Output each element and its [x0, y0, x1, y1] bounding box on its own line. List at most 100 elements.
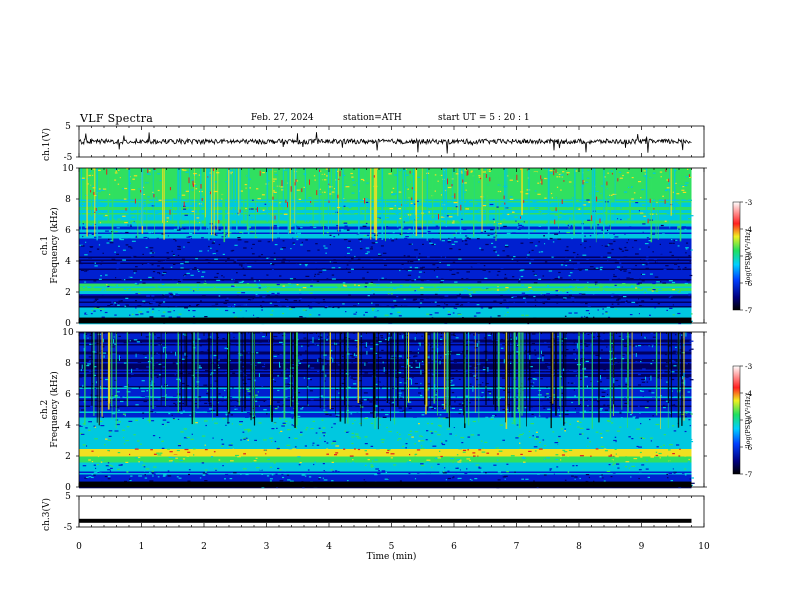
hot-speck — [106, 168, 108, 175]
spectral-speck — [486, 288, 490, 290]
sferic-line — [162, 168, 163, 223]
spectral-speck — [608, 455, 612, 457]
spectral-speck — [352, 461, 355, 463]
spectral-speck — [404, 380, 407, 382]
spectral-speck — [209, 404, 213, 406]
spectral-speck — [521, 478, 524, 480]
spectral-speck — [529, 290, 533, 292]
spectral-speck — [168, 292, 173, 294]
spectral-speck — [405, 269, 410, 271]
spectral-speck — [384, 266, 386, 268]
spectral-speck — [310, 432, 313, 434]
spectral-speck — [184, 274, 187, 276]
spectral-speck — [98, 278, 102, 280]
spectral-speck — [337, 307, 340, 309]
spectral-speck — [557, 336, 559, 338]
spectral-speck — [162, 366, 165, 368]
spectral-speck — [325, 363, 327, 365]
spectral-speck — [678, 455, 681, 457]
spectral-speck — [261, 194, 265, 196]
spectral-speck — [628, 218, 631, 220]
spectral-speck — [379, 218, 383, 221]
spectral-speck — [580, 341, 583, 343]
spectral-speck — [496, 289, 499, 291]
spectral-speck — [211, 305, 216, 307]
spectral-speck — [491, 290, 495, 292]
spectral-speck — [254, 236, 258, 238]
spectral-speck — [314, 461, 316, 463]
spectral-speck — [619, 177, 623, 179]
spectral-speck — [286, 444, 291, 446]
spectral-speck — [218, 174, 222, 176]
spectral-speck — [431, 277, 433, 279]
spectral-speck — [477, 434, 480, 436]
spectral-speck — [493, 271, 496, 273]
sferic-line — [239, 168, 241, 227]
spectral-speck — [215, 467, 219, 469]
spectral-speck — [367, 375, 369, 377]
spectral-speck — [213, 190, 218, 193]
spectral-speck — [638, 477, 640, 480]
hot-speck — [285, 199, 287, 203]
spectral-speck — [387, 185, 389, 187]
hot-speck — [665, 169, 667, 172]
spectral-speck — [126, 391, 131, 393]
spectral-speck — [544, 395, 547, 397]
spectral-speck — [398, 438, 402, 440]
spectral-speck — [454, 237, 456, 239]
hot-speck — [207, 176, 209, 178]
hot-speck — [599, 218, 601, 223]
spectral-speck — [521, 292, 526, 294]
spectral-speck — [666, 179, 670, 181]
spectral-speck — [116, 268, 119, 270]
spectral-speck — [145, 336, 149, 338]
spectral-speck — [456, 272, 460, 274]
spectral-speck — [265, 347, 269, 349]
spectral-speck — [640, 423, 642, 425]
spectral-speck — [341, 398, 344, 400]
spectral-speck — [595, 284, 599, 286]
spectral-speck — [378, 238, 382, 240]
spectral-speck — [686, 444, 690, 446]
spectral-speck — [268, 301, 273, 303]
spectral-speck — [466, 201, 470, 203]
spectral-speck — [196, 304, 198, 306]
spectral-speck — [381, 470, 386, 472]
spectral-speck — [546, 293, 550, 295]
spectral-speck — [181, 258, 186, 260]
spectral-speck — [152, 277, 155, 279]
spectral-speck — [594, 281, 598, 283]
hot-speck — [201, 198, 203, 201]
spectral-speck — [544, 197, 547, 199]
spectral-speck — [529, 378, 533, 380]
spectral-speck — [593, 316, 595, 318]
hot-speck — [647, 218, 649, 224]
spectral-speck — [270, 313, 273, 315]
hot-speck — [364, 198, 366, 204]
spectral-speck — [591, 387, 596, 389]
spectral-speck — [609, 225, 611, 227]
spectral-band — [79, 428, 692, 430]
spectral-speck — [266, 400, 271, 402]
spectral-speck — [224, 233, 227, 235]
spectral-speck — [196, 462, 198, 464]
spectral-speck — [421, 464, 425, 467]
spectral-speck — [324, 216, 326, 218]
spectral-speck — [102, 252, 104, 254]
spectral-speck — [582, 204, 587, 206]
spectral-speck — [456, 353, 461, 356]
spectral-speck — [474, 314, 478, 316]
spectral-speck — [270, 428, 272, 430]
spectral-speck — [564, 315, 567, 317]
spectral-speck — [332, 440, 337, 442]
spectral-speck — [414, 345, 418, 347]
spectral-speck — [102, 416, 104, 418]
spectral-speck — [307, 181, 310, 183]
hot-speck — [272, 196, 274, 200]
spectral-speck — [346, 404, 349, 406]
spectral-speck — [469, 459, 471, 462]
spectral-speck — [129, 479, 132, 482]
spectral-speck — [289, 308, 293, 310]
spectral-speck — [237, 239, 242, 241]
spectral-speck — [542, 439, 545, 441]
